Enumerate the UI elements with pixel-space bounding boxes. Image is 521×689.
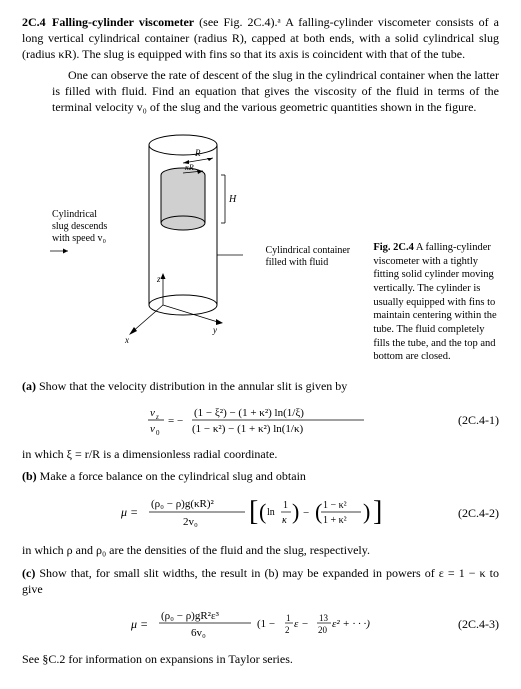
svg-text:(ρ₀ − ρ)gR²ε³: (ρ₀ − ρ)gR²ε³ xyxy=(161,610,220,622)
problem-para2: One can observe the rate of descent of t… xyxy=(52,67,499,116)
axis-y: y xyxy=(212,325,217,335)
equation-3: μ = (ρ₀ − ρ)gR²ε³ 6v₀ (1 − 1 2 ε − 13 20… xyxy=(22,605,499,643)
part-c: (c) Show that, for small slit widths, th… xyxy=(22,565,499,597)
axis-x: x xyxy=(124,335,129,345)
svg-text:0: 0 xyxy=(156,429,160,437)
svg-text:μ =: μ = xyxy=(121,505,138,519)
svg-text:(1 −: (1 − xyxy=(257,618,275,630)
svg-text:[: [ xyxy=(249,496,258,527)
svg-text:1 − κ²: 1 − κ² xyxy=(323,500,347,511)
svg-text:(: ( xyxy=(315,499,322,524)
svg-text:v: v xyxy=(150,407,155,419)
figure-caption: Fig. 2C.4 A falling-cylinder viscometer … xyxy=(373,241,499,364)
svg-text:1: 1 xyxy=(283,500,288,511)
problem-title-note: (see Fig. 2C.4).ᵃ xyxy=(194,15,281,29)
part-a: (a) Show that the velocity distribution … xyxy=(22,378,499,394)
eq1-number: (2C.4-1) xyxy=(458,412,499,428)
svg-text:1 + κ²: 1 + κ² xyxy=(323,515,347,526)
label-r: R xyxy=(194,148,201,158)
label-h: H xyxy=(228,194,237,205)
svg-text:(ρ₀ − ρ)g(κR)²: (ρ₀ − ρ)g(κR)² xyxy=(151,498,215,510)
part-b-label: (b) xyxy=(22,469,37,483)
figure-diagram: R κR H z y x xyxy=(113,125,263,350)
svg-text:κ: κ xyxy=(282,515,287,526)
svg-text:(: ( xyxy=(259,499,266,524)
axis-z: z xyxy=(156,274,161,284)
eq3-number: (2C.4-3) xyxy=(458,616,499,632)
part-a-label: (a) xyxy=(22,379,36,393)
svg-text:ln: ln xyxy=(267,507,275,518)
problem-number: 2C.4 xyxy=(22,14,52,30)
footer-note: See §C.2 for information on expansions i… xyxy=(22,651,499,667)
svg-text:): ) xyxy=(292,499,299,524)
svg-text:v: v xyxy=(150,423,155,435)
svg-text:−: − xyxy=(303,507,309,519)
part-c-text: Show that, for small slit widths, the re… xyxy=(22,566,499,596)
figure-center-annotation: Cylindrical container filled with fluid xyxy=(265,245,367,269)
svg-text:): ) xyxy=(363,499,370,524)
svg-text:(1 − κ²) − (1 + κ²) ln(1/κ): (1 − κ²) − (1 + κ²) ln(1/κ) xyxy=(192,423,304,435)
svg-text:2: 2 xyxy=(285,625,290,635)
svg-text:1: 1 xyxy=(286,613,291,623)
problem-heading: 2C.4Falling-cylinder viscometer (see Fig… xyxy=(22,14,499,63)
figure-area: Cylindrical slug descends with speed v₀ … xyxy=(52,125,499,364)
svg-text:ε² + · · ·): ε² + · · ·) xyxy=(332,618,370,630)
part-a-text: Show that the velocity distribution in t… xyxy=(36,379,347,393)
equation-1: v z v 0 = − (1 − ξ²) − (1 + κ²) ln(1/ξ) … xyxy=(22,402,499,438)
part-b-text: Make a force balance on the cylindrical … xyxy=(37,469,306,483)
svg-text:μ =: μ = xyxy=(131,617,148,631)
caption-text: A falling-cylinder viscometer with a tig… xyxy=(373,242,496,362)
svg-text:6v₀: 6v₀ xyxy=(191,627,206,639)
part-b: (b) Make a force balance on the cylindri… xyxy=(22,468,499,484)
svg-text:20: 20 xyxy=(318,625,328,635)
svg-text:13: 13 xyxy=(319,613,329,623)
label-kr: κR xyxy=(185,163,194,172)
part-c-label: (c) xyxy=(22,566,35,580)
part-a-followup: in which ξ = r/R is a dimensionless radi… xyxy=(22,446,499,462)
equation-2: μ = (ρ₀ − ρ)g(κR)² 2v₀ [ ( ln 1 κ ) − ( … xyxy=(22,492,499,534)
part-b-followup: in which ρ and ρ₀ are the densities of t… xyxy=(22,542,499,558)
svg-text:2v₀: 2v₀ xyxy=(183,516,198,528)
problem-title: Falling-cylinder viscometer xyxy=(52,15,194,29)
caption-label: Fig. 2C.4 xyxy=(373,242,414,253)
svg-text:(1 − ξ²) − (1 + κ²) ln(1/ξ): (1 − ξ²) − (1 + κ²) ln(1/ξ) xyxy=(194,407,304,419)
svg-text:]: ] xyxy=(373,496,382,527)
eq2-number: (2C.4-2) xyxy=(458,505,499,521)
svg-text:ε −: ε − xyxy=(294,618,309,630)
svg-text:= −: = − xyxy=(168,415,183,427)
figure-left-annotation: Cylindrical slug descends with speed v₀ xyxy=(52,209,111,257)
